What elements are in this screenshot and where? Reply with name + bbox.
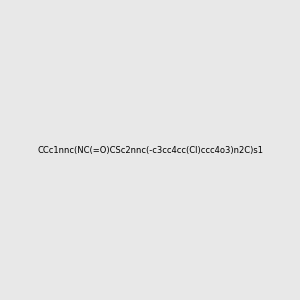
Text: CCc1nnc(NC(=O)CSc2nnc(-c3cc4cc(Cl)ccc4o3)n2C)s1: CCc1nnc(NC(=O)CSc2nnc(-c3cc4cc(Cl)ccc4o3… [37, 146, 263, 154]
